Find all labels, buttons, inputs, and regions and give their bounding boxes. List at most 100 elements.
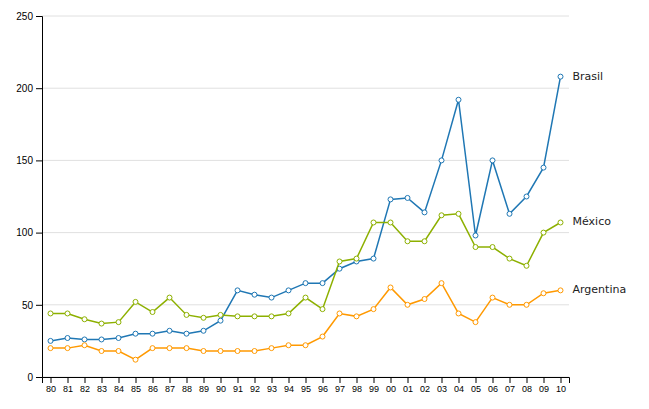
marker [82, 317, 87, 322]
series-label: Argentina [573, 283, 627, 296]
y-tick-label: 100 [16, 227, 33, 238]
x-tick: 08 [522, 377, 532, 394]
y-tick: 150 [16, 155, 42, 166]
marker [388, 285, 393, 290]
x-tick: 95 [301, 377, 311, 394]
marker [354, 256, 359, 261]
x-tick-mark [323, 377, 324, 383]
x-tick-mark [289, 377, 290, 383]
marker [490, 245, 495, 250]
x-tick-mark [85, 377, 86, 383]
y-tick-label: 50 [22, 300, 34, 311]
marker [422, 297, 427, 302]
marker [541, 291, 546, 296]
x-tick: 96 [318, 377, 328, 394]
series-line [51, 214, 561, 324]
marker [218, 318, 223, 323]
x-tick-label: 04 [454, 384, 464, 394]
marker [405, 195, 410, 200]
y-tick-mark [36, 377, 42, 378]
x-tick-label: 90 [216, 384, 226, 394]
marker [65, 346, 70, 351]
x-tick-label: 98 [352, 384, 362, 394]
marker [507, 302, 512, 307]
marker [201, 328, 206, 333]
x-tick-label: 05 [471, 384, 481, 394]
y-tick: 250 [16, 11, 42, 22]
marker [558, 220, 563, 225]
marker [218, 312, 223, 317]
x-tick: 82 [80, 377, 90, 394]
marker [201, 315, 206, 320]
x-tick-label: 89 [199, 384, 209, 394]
series-markers [48, 74, 563, 343]
marker [286, 288, 291, 293]
x-tick-mark [221, 377, 222, 383]
grid-line [42, 16, 569, 17]
marker [371, 220, 376, 225]
x-tick: 94 [284, 377, 294, 394]
series-labels: BrasilMéxicoArgentina [573, 70, 627, 297]
x-tick-mark [391, 377, 392, 383]
marker [201, 349, 206, 354]
x-tick-mark [493, 377, 494, 383]
y-tick-label: 250 [16, 11, 33, 22]
marker [48, 338, 53, 343]
x-tick: 91 [233, 377, 243, 394]
x-tick-label: 85 [131, 384, 141, 394]
data [48, 74, 563, 362]
marker [354, 314, 359, 319]
x-tick-mark [476, 377, 477, 383]
marker [490, 158, 495, 163]
marker [541, 165, 546, 170]
marker [405, 239, 410, 244]
y-tick: 100 [16, 227, 42, 238]
y-tick-mark [36, 305, 42, 306]
x-tick: 10 [556, 377, 566, 394]
marker [524, 263, 529, 268]
x-tick: 00 [386, 377, 396, 394]
x-tick-mark [153, 377, 154, 383]
marker [303, 343, 308, 348]
marker [473, 320, 478, 325]
x-tick: 88 [182, 377, 192, 394]
marker [99, 337, 104, 342]
marker [558, 288, 563, 293]
x-tick-mark [459, 377, 460, 383]
y-tick-label: 200 [16, 83, 33, 94]
marker [439, 281, 444, 286]
x-tick: 90 [216, 377, 226, 394]
x-tick-mark [272, 377, 273, 383]
marker [167, 328, 172, 333]
y-tick-label: 0 [27, 372, 33, 383]
marker [473, 233, 478, 238]
grid-line [42, 304, 569, 305]
x-tick-mark [340, 377, 341, 383]
marker [48, 346, 53, 351]
x-axis-line [43, 378, 570, 384]
y-tick-mark [36, 16, 42, 17]
grid [42, 16, 569, 377]
marker [337, 311, 342, 316]
series-line [51, 283, 561, 360]
grid-line [42, 88, 569, 89]
y-axis: 0 50 100 150 200 250 [16, 11, 42, 383]
x-tick-mark [187, 377, 188, 383]
marker [320, 307, 325, 312]
x-tick-mark [170, 377, 171, 383]
marker [558, 74, 563, 79]
marker [116, 349, 121, 354]
x-tick: 01 [403, 377, 413, 394]
x-tick-mark [510, 377, 511, 383]
x-tick-mark [527, 377, 528, 383]
x-tick-mark [408, 377, 409, 383]
marker [150, 346, 155, 351]
marker [439, 213, 444, 218]
marker [405, 302, 410, 307]
marker [133, 331, 138, 336]
marker [456, 97, 461, 102]
x-tick-label: 97 [335, 384, 345, 394]
marker [473, 245, 478, 250]
chart: 0501001502002508081828384858687888990919… [0, 0, 649, 409]
x-tick-label: 10 [556, 384, 566, 394]
